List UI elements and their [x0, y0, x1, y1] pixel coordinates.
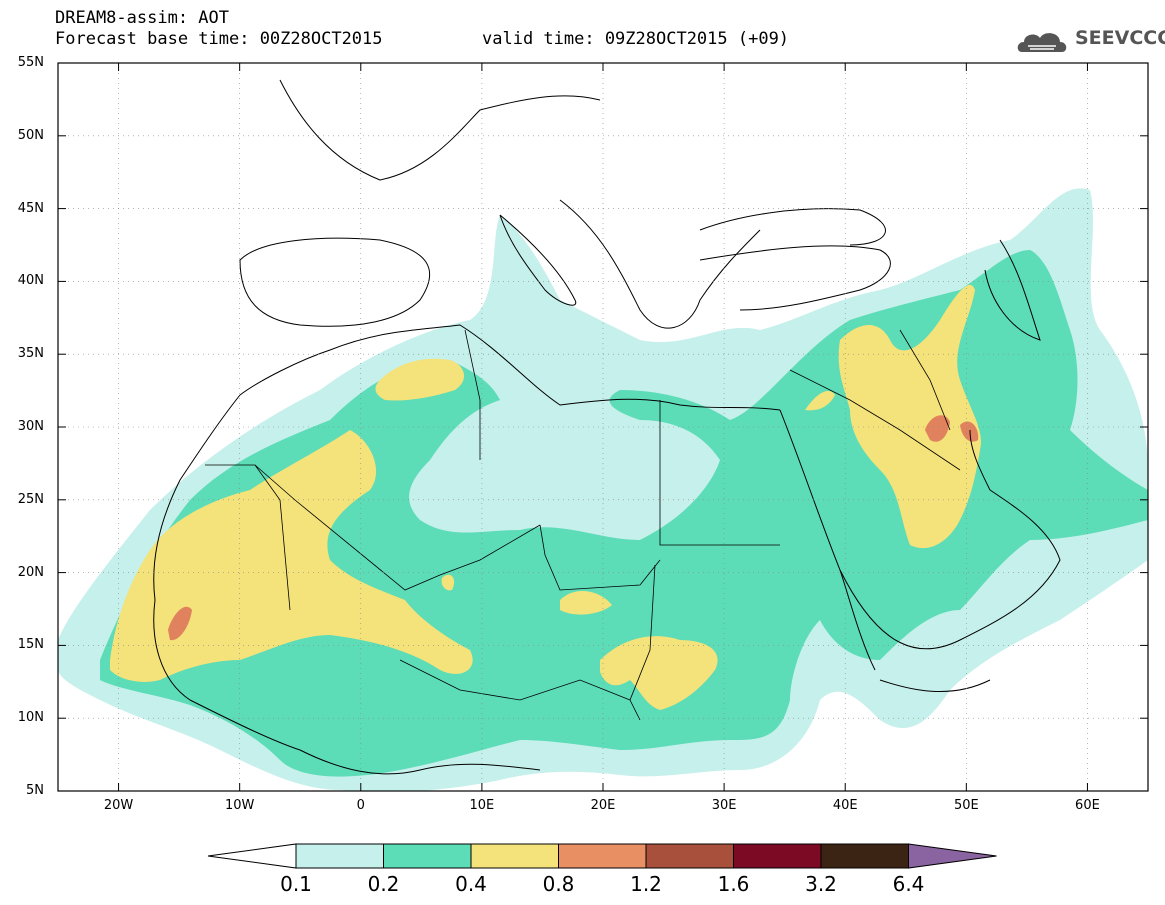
- lon-label: 60E: [1075, 798, 1100, 813]
- border-algeria-mali: [254, 464, 541, 591]
- colorbar-segment: [645, 843, 734, 869]
- map-title: DREAM8-assim: AOT: [55, 8, 229, 28]
- coastline-caspian: [984, 239, 1041, 341]
- colorbar-label: 6.4: [892, 872, 925, 896]
- lon-label: 10E: [469, 798, 495, 813]
- lon-label: 20W: [103, 798, 134, 813]
- lat-label: 50N: [17, 127, 44, 143]
- colorbar-segment: [733, 843, 822, 869]
- cloud-logo-icon: [1017, 33, 1067, 52]
- lon-label: 40E: [832, 798, 858, 813]
- lat-label: 20N: [17, 564, 44, 580]
- coastline-black-sea: [699, 208, 886, 246]
- lat-label: 10N: [17, 710, 44, 726]
- coastline-gulf-guinea: [299, 749, 541, 775]
- aot-region-yellow-jordan: [805, 390, 835, 411]
- colorbar-label: 3.2: [805, 872, 837, 896]
- lon-label: 0: [356, 798, 365, 813]
- border-central-africa: [399, 659, 631, 701]
- coastline-turkey: [699, 245, 891, 311]
- border-iraq-iran: [899, 329, 951, 431]
- aot-region-yellow-chad: [560, 590, 612, 615]
- colorbar-label: 0.1: [280, 872, 312, 896]
- coastline-horn: [879, 679, 991, 692]
- gridlines: [58, 63, 1148, 791]
- border-mauritania: [205, 464, 291, 611]
- colorbar-segment: [383, 843, 472, 869]
- coastline-balkans-greece: [559, 199, 761, 329]
- border-sudan: [629, 564, 656, 721]
- lat-label: 25N: [17, 491, 44, 507]
- lon-label: 50E: [953, 798, 979, 813]
- coastline-africa-west: [153, 394, 301, 751]
- colorbar-arrow-high: [908, 843, 997, 869]
- aot-region-orange-senegal: [168, 606, 192, 641]
- lon-label: 20E: [590, 798, 616, 813]
- colorbar-label: 0.4: [455, 872, 487, 896]
- coastlines: [153, 79, 1061, 775]
- lat-label: 45N: [17, 200, 44, 216]
- forecast-base-time: Forecast base time: 00Z28OCT2015: [55, 29, 383, 49]
- border-tunisia: [464, 329, 481, 460]
- lon-label: 10W: [224, 798, 255, 813]
- aot-field: [58, 188, 1148, 791]
- aot-region-yellow-algeria: [375, 358, 465, 401]
- border-libya-egypt: [659, 400, 780, 546]
- aot-region-yellow-sudan: [600, 636, 718, 710]
- seevccc-logo-text: SEEVCCC: [1075, 27, 1165, 49]
- colorbar-segment: [558, 843, 647, 869]
- colorbar-segment: [820, 843, 909, 869]
- lat-label: 40N: [17, 273, 44, 289]
- border-niger-chad: [539, 524, 661, 591]
- border-saudi: [789, 369, 961, 471]
- colorbar-label: 1.2: [630, 872, 662, 896]
- coastline-africa-north: [239, 324, 781, 411]
- colorbar-label: 1.6: [717, 872, 750, 896]
- lat-label: 55N: [17, 55, 44, 70]
- coastline-italy: [499, 214, 577, 306]
- lat-label: 35N: [17, 346, 44, 362]
- aot-region-yellow-west: [110, 430, 473, 682]
- colorbar-segment: [295, 843, 384, 869]
- aot-region-orange-iraq: [925, 415, 979, 442]
- colorbar-arrow-low: [207, 843, 297, 869]
- coastline-arabia: [839, 429, 1061, 650]
- lat-label: 30N: [17, 419, 44, 434]
- coastline-north-europe: [279, 79, 601, 181]
- valid-time: valid time: 09Z28OCT2015 (+09): [482, 29, 790, 49]
- country-borders: [205, 329, 961, 721]
- lon-label: 30E: [711, 798, 737, 813]
- lat-label: 5N: [26, 783, 44, 798]
- colorbar-segment: [470, 843, 559, 869]
- colorbar-label: 0.2: [367, 872, 400, 896]
- colorbar-label: 0.8: [542, 872, 575, 896]
- aot-region-yellow-arabia: [838, 284, 981, 549]
- coastline-iberia: [239, 237, 430, 327]
- axis-ticks: [58, 62, 1148, 792]
- lat-label: 15N: [17, 637, 44, 653]
- aot-region-yellow-niger: [441, 574, 455, 591]
- coastline-red-sea: [779, 409, 876, 671]
